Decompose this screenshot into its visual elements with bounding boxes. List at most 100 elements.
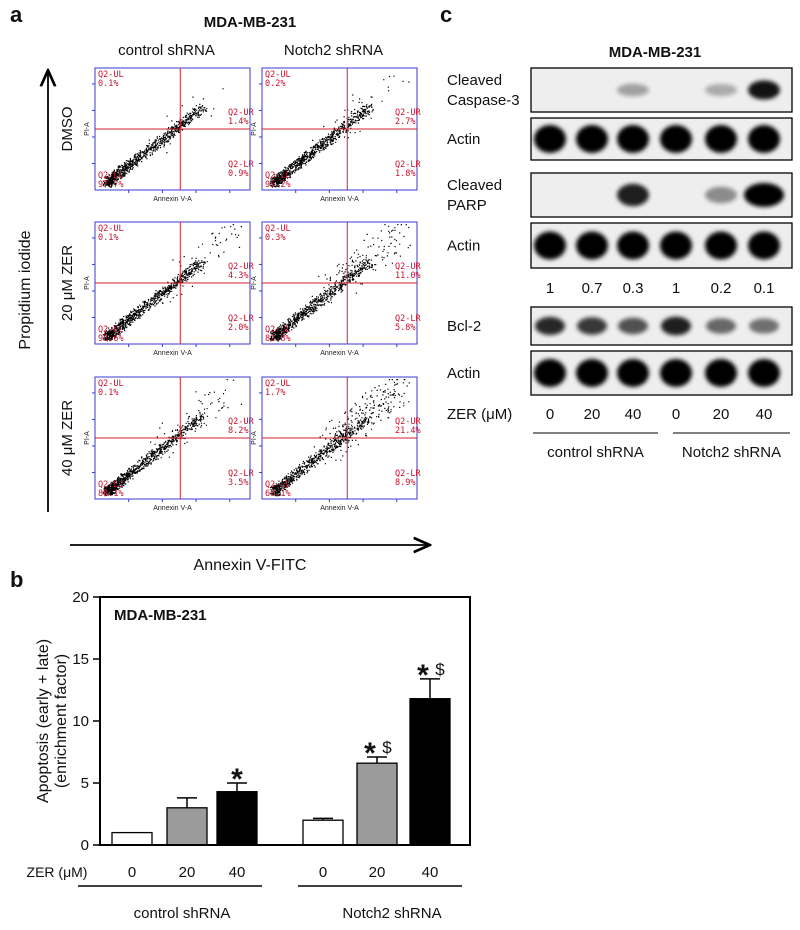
quadrant-percent: 21.4% xyxy=(395,426,421,436)
band xyxy=(706,318,736,334)
quadrant-name: Q2-UR xyxy=(395,108,421,118)
dose-value: 0 xyxy=(672,406,680,423)
quadrant-percent: 1.4% xyxy=(228,117,248,127)
plot-x-label: Annexin V-A xyxy=(153,350,192,357)
band xyxy=(660,125,692,153)
x-tick-label: 40 xyxy=(229,864,246,881)
band xyxy=(705,359,737,387)
quadrant-name: Q2-UL xyxy=(265,70,291,80)
bar xyxy=(409,698,451,846)
band xyxy=(748,125,780,153)
panel-title: MDA-MB-231 xyxy=(204,14,297,31)
plot-y-label: PI-A xyxy=(251,122,258,136)
blot-frame xyxy=(530,67,793,113)
quadrant-name: Q2-LL xyxy=(98,171,124,181)
plot-y-label: PI-A xyxy=(84,431,91,445)
significance-dollar: $ xyxy=(435,660,445,679)
quadrant-name: Q2-LR xyxy=(228,469,254,479)
quadrant-name: Q2-LR xyxy=(395,314,421,324)
plot-x-label: Annexin V-A xyxy=(153,196,192,203)
quadrant-name: Q2-LR xyxy=(228,160,254,170)
group-label: control shRNA xyxy=(547,444,644,461)
quadrant-percent: 0.3% xyxy=(265,233,285,243)
plot-y-label: PI-A xyxy=(251,276,258,290)
ratio-label: 0.1 xyxy=(754,280,775,297)
quadrant-percent: 11.0% xyxy=(395,271,421,281)
x-tick-label: 20 xyxy=(179,864,196,881)
band xyxy=(617,183,649,207)
band xyxy=(576,231,608,260)
y-tick-label: 5 xyxy=(81,775,89,792)
band xyxy=(617,359,649,387)
scatter-dots xyxy=(103,88,224,188)
band xyxy=(576,125,608,153)
band xyxy=(660,359,692,387)
dose-value: 40 xyxy=(756,406,773,423)
bar xyxy=(216,791,258,846)
quadrant-percent: 3.5% xyxy=(228,478,248,488)
quadrant-percent: 82.8% xyxy=(265,334,291,344)
blot-label: Cleaved xyxy=(447,72,502,89)
panel-label: b xyxy=(10,567,23,592)
blot-label: Actin xyxy=(447,238,480,255)
quadrant-name: Q2-UR xyxy=(395,262,421,272)
quadrant-percent: 0.9% xyxy=(228,169,248,179)
quadrant-percent: 0.1% xyxy=(98,388,118,398)
quadrant-percent: 8.9% xyxy=(395,478,415,488)
group-label: Notch2 shRNA xyxy=(682,444,781,461)
band xyxy=(535,316,565,336)
quadrant-name: Q2-UR xyxy=(228,262,254,272)
significance-star: * xyxy=(364,737,376,770)
x-tick-label: 20 xyxy=(369,864,386,881)
y-axis-label: (enrichment factor) xyxy=(53,654,70,788)
quadrant-percent: 0.2% xyxy=(265,79,285,89)
y-tick-label: 20 xyxy=(72,589,89,606)
quadrant-percent: 88.1% xyxy=(98,489,124,499)
plot-x-label: Annexin V-A xyxy=(320,196,359,203)
x-axis-label: ZER (μM) xyxy=(27,864,88,880)
quadrant-name: Q2-LR xyxy=(395,160,421,170)
chart-title: MDA-MB-231 xyxy=(114,607,207,624)
scatter-dots xyxy=(269,75,410,188)
plot-x-label: Annexin V-A xyxy=(320,350,359,357)
column-header: control shRNA xyxy=(118,42,215,59)
quadrant-percent: 1.7% xyxy=(265,388,285,398)
blot-label: PARP xyxy=(447,197,487,214)
scatter-dots xyxy=(269,224,411,342)
group-label: Notch2 shRNA xyxy=(342,905,441,922)
band xyxy=(576,359,608,387)
quadrant-name: Q2-LL xyxy=(265,480,291,490)
dose-value: 0 xyxy=(546,406,554,423)
column-header: Notch2 shRNA xyxy=(284,42,383,59)
x-tick-label: 0 xyxy=(128,864,136,881)
plot-frame xyxy=(99,596,471,846)
dose-label: ZER (μM) xyxy=(447,406,512,423)
quadrant-name: Q2-LL xyxy=(265,325,291,335)
significance-star: * xyxy=(417,659,429,692)
band xyxy=(618,317,648,335)
quadrant-name: Q2-LL xyxy=(98,480,124,490)
quadrant-name: Q2-UR xyxy=(395,417,421,427)
blot-label: Actin xyxy=(447,131,480,148)
blot-label: Actin xyxy=(447,365,480,382)
band xyxy=(660,231,692,260)
quadrant-percent: 1.8% xyxy=(395,169,415,179)
ratio-label: 0.2 xyxy=(711,280,732,297)
quadrant-percent: 4.3% xyxy=(228,271,248,281)
plot-y-label: PI-A xyxy=(251,431,258,445)
quadrant-percent: 8.2% xyxy=(228,426,248,436)
y-tick-label: 0 xyxy=(81,837,89,854)
band xyxy=(705,83,737,97)
band xyxy=(705,231,737,260)
band xyxy=(534,231,566,260)
quadrant-percent: 5.8% xyxy=(395,323,415,333)
row-label: 40 μM ZER xyxy=(59,400,76,476)
band xyxy=(534,359,566,387)
significance-star: * xyxy=(231,763,243,796)
quadrant-name: Q2-UL xyxy=(98,224,124,234)
band xyxy=(705,186,737,204)
quadrant-name: Q2-UR xyxy=(228,108,254,118)
quadrant-percent: 2.0% xyxy=(228,323,248,333)
